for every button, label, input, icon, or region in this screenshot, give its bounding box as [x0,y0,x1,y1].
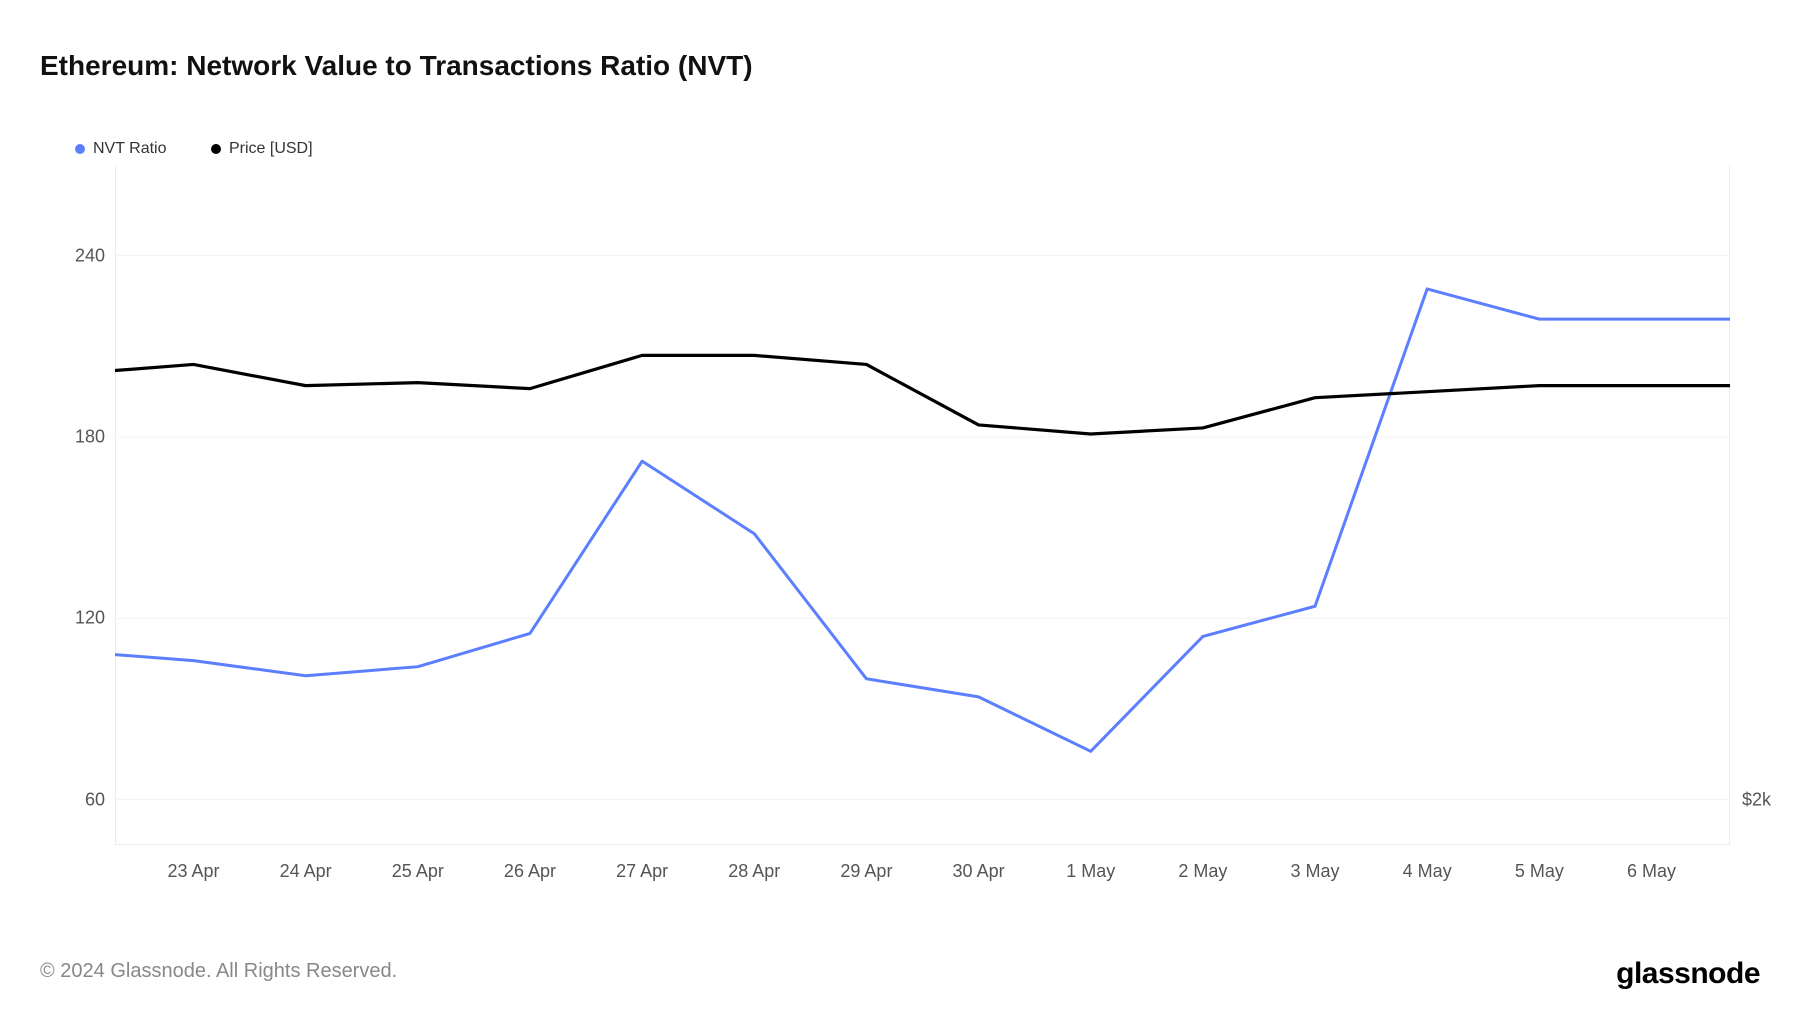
x-tick-label: 4 May [1403,861,1452,882]
x-tick-label: 26 Apr [504,861,556,882]
x-tick-label: 5 May [1515,861,1564,882]
brand-logo: glassnode [1616,957,1760,991]
x-tick-label: 25 Apr [392,861,444,882]
legend-label-price: Price [USD] [229,140,313,158]
y-tick-label: 240 [45,245,105,266]
legend-dot-price [211,144,221,154]
legend-item-nvt[interactable]: NVT Ratio [75,140,167,158]
chart-container: Ethereum: Network Value to Transactions … [0,0,1800,1013]
y2-tick-label: $2k [1742,789,1771,810]
x-tick-label: 27 Apr [616,861,668,882]
copyright-text: © 2024 Glassnode. All Rights Reserved. [40,960,397,983]
chart-plot[interactable] [115,165,1730,845]
y-tick-label: 180 [45,427,105,448]
x-tick-label: 23 Apr [167,861,219,882]
x-tick-label: 1 May [1066,861,1115,882]
x-tick-label: 6 May [1627,861,1676,882]
x-tick-label: 29 Apr [840,861,892,882]
x-tick-label: 28 Apr [728,861,780,882]
y-tick-label: 120 [45,608,105,629]
x-tick-label: 24 Apr [280,861,332,882]
y-tick-label: 60 [45,789,105,810]
x-tick-label: 2 May [1178,861,1227,882]
chart-title: Ethereum: Network Value to Transactions … [40,50,753,82]
legend: NVT Ratio Price [USD] [75,140,353,159]
legend-label-nvt: NVT Ratio [93,140,167,158]
x-tick-label: 30 Apr [953,861,1005,882]
legend-item-price[interactable]: Price [USD] [211,140,313,158]
legend-dot-nvt [75,144,85,154]
x-tick-label: 3 May [1291,861,1340,882]
